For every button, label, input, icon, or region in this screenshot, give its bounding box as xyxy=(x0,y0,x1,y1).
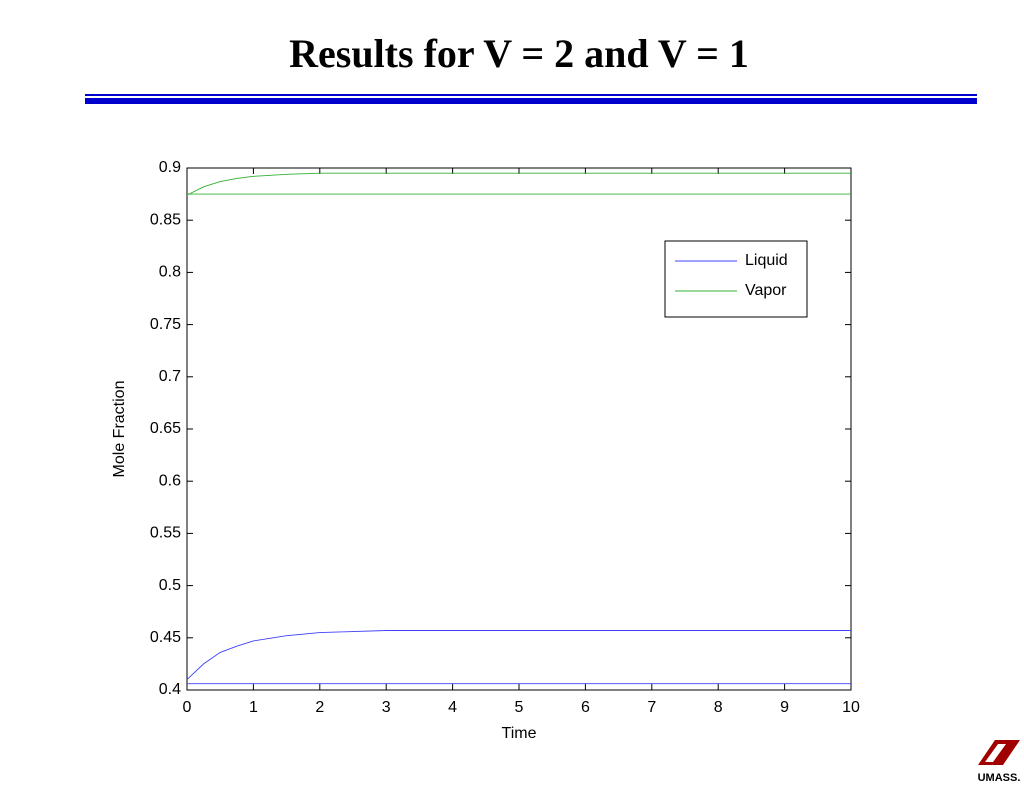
x-tick-label: 10 xyxy=(842,699,860,716)
legend-label: Vapor xyxy=(745,282,787,299)
y-tick-label: 0.65 xyxy=(150,420,181,437)
logo: UMASS. xyxy=(978,740,1021,784)
y-tick-label: 0.9 xyxy=(159,159,181,176)
x-tick-label: 3 xyxy=(382,699,391,716)
legend-box xyxy=(664,240,808,318)
x-tick-label: 0 xyxy=(183,699,192,716)
legend-label: Liquid xyxy=(745,252,788,269)
y-tick-label: 0.5 xyxy=(159,577,181,594)
title-rule-thin xyxy=(85,94,977,96)
x-tick-label: 2 xyxy=(315,699,324,716)
x-tick-label: 7 xyxy=(647,699,656,716)
x-tick-label: 4 xyxy=(448,699,457,716)
y-tick-label: 0.55 xyxy=(150,525,181,542)
x-tick-label: 5 xyxy=(515,699,524,716)
logo-text: UMASS. xyxy=(978,772,1021,784)
y-tick-label: 0.8 xyxy=(159,264,181,281)
series-line xyxy=(186,630,851,680)
logo-mark-cut xyxy=(985,744,1006,762)
y-tick-label: 0.45 xyxy=(150,629,181,646)
x-tick-label: 1 xyxy=(249,699,258,716)
x-tick-label: 9 xyxy=(780,699,789,716)
y-tick-label: 0.85 xyxy=(150,211,181,228)
y-tick-label: 0.7 xyxy=(159,368,181,385)
y-tick-label: 0.75 xyxy=(150,316,181,333)
y-tick-label: 0.4 xyxy=(159,681,181,698)
plot: 0.4 0.45 0.5 0.55 0.6 0.65 0.7 0.75 0.8 0.85 0.9 0 1… xyxy=(111,159,860,742)
y-axis-label: Mole Fraction xyxy=(111,381,128,478)
x-axis-label: Time xyxy=(502,725,537,742)
x-tick-label: 6 xyxy=(581,699,590,716)
y-tick-label: 0.6 xyxy=(159,472,181,489)
series-line xyxy=(186,172,851,196)
legend: Liquid Vapor xyxy=(664,240,808,318)
title-rule-thick xyxy=(85,98,977,104)
slide-title: Results for V = 2 and V = 1 xyxy=(289,31,749,76)
x-tick-label: 8 xyxy=(714,699,723,716)
